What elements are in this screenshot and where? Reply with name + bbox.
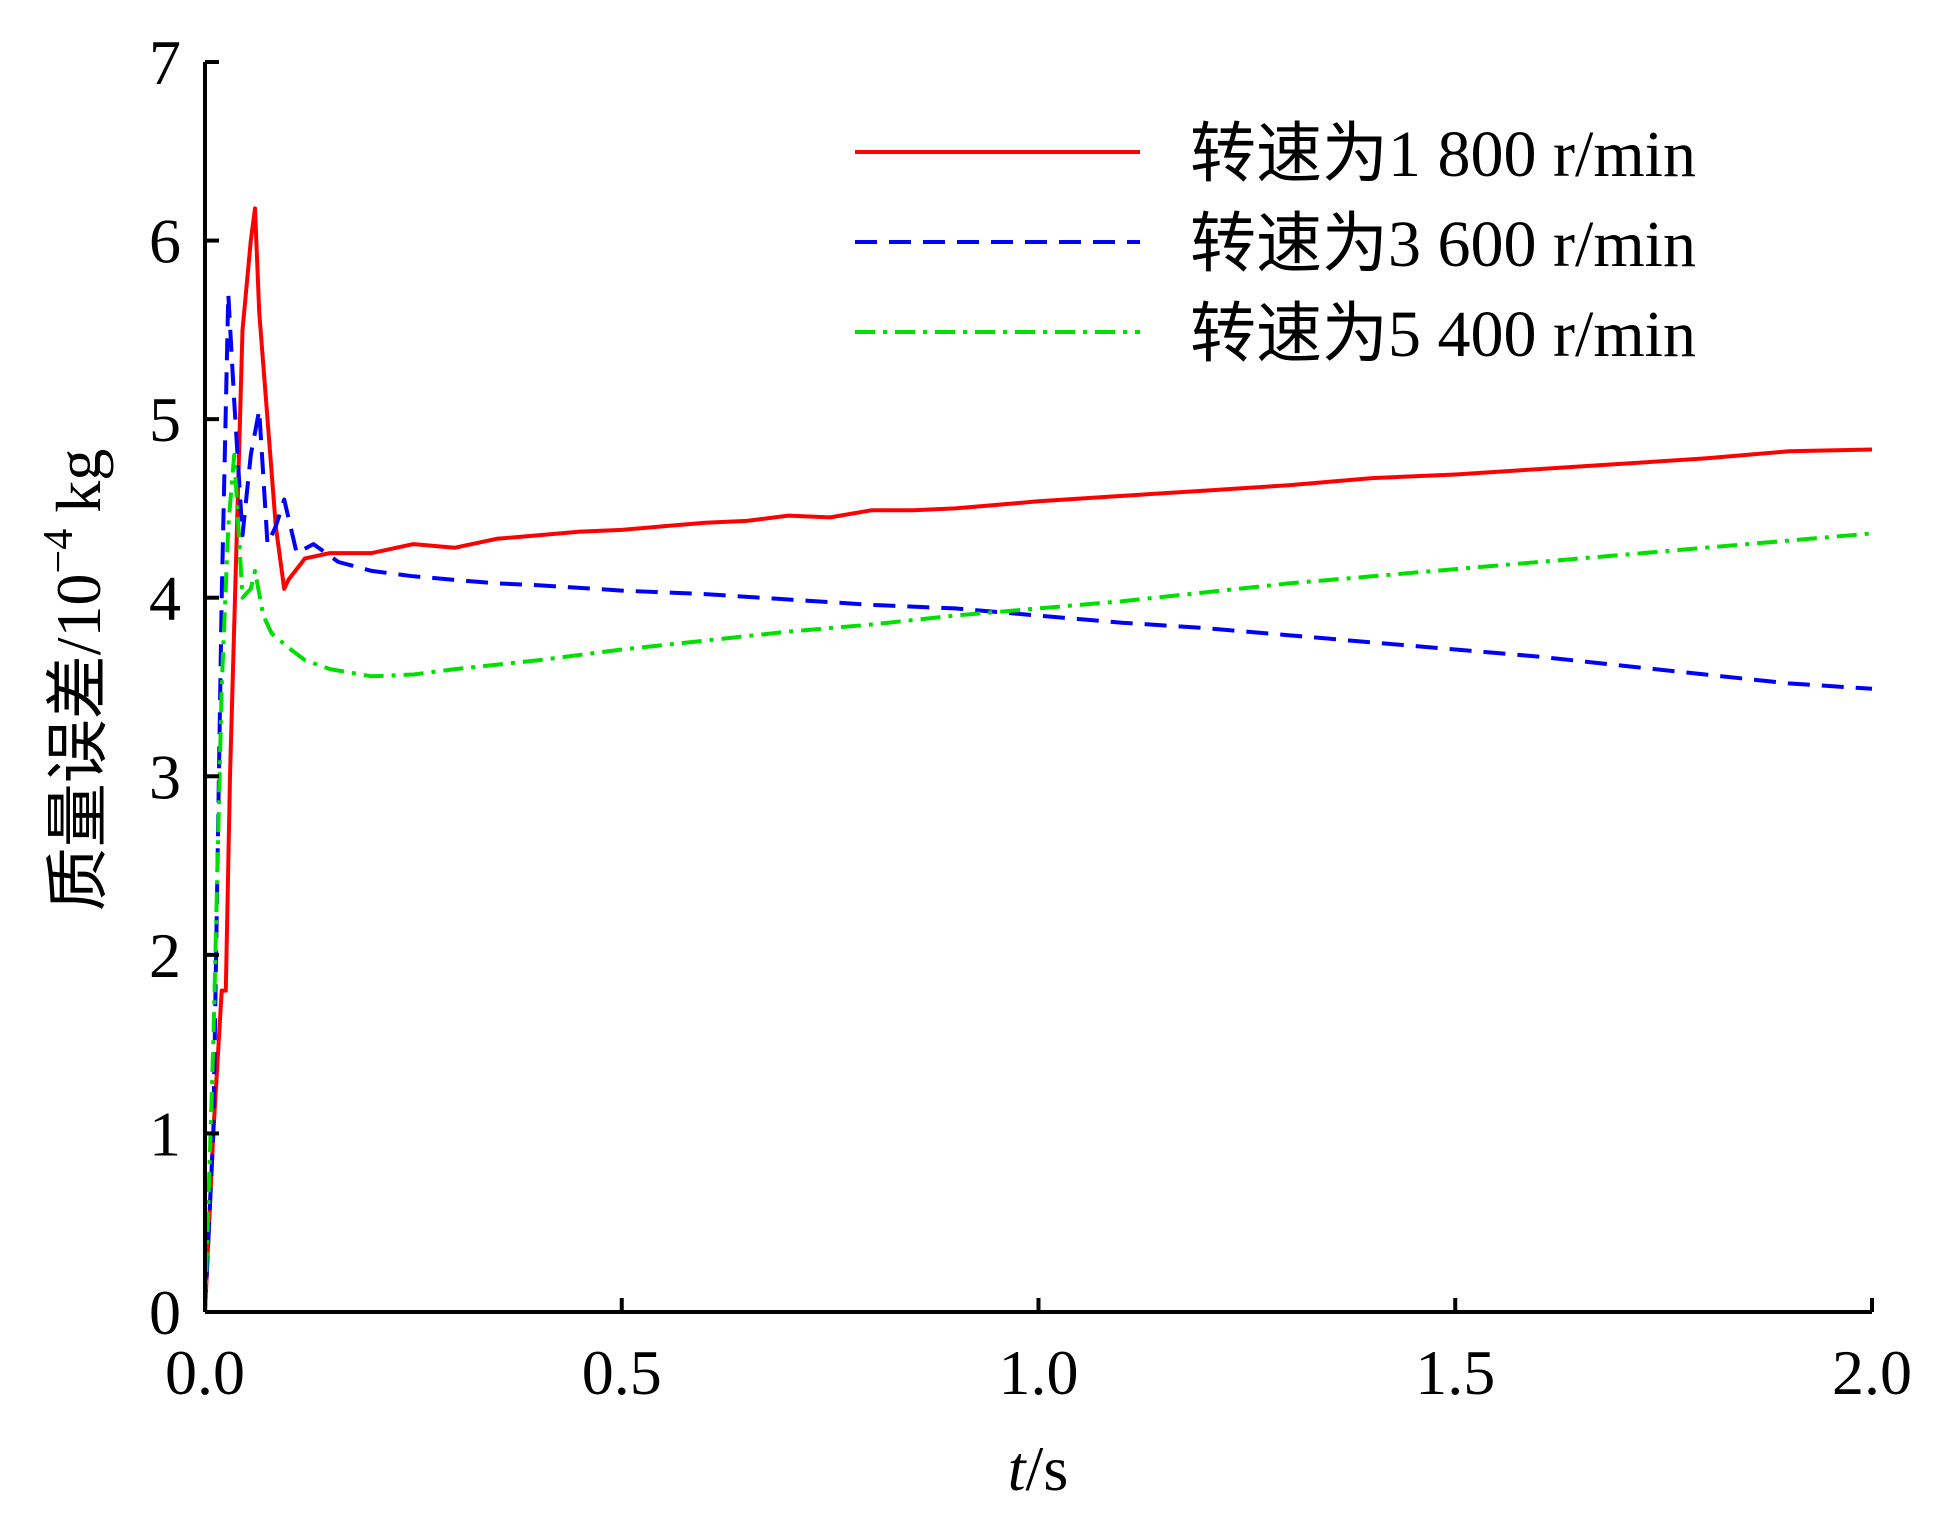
ticks-layer: 0.0 0.5 1.0 1.5 2.0 0 1 2 3 4 5 6 7 <box>149 27 1912 1408</box>
x-tick-label: 0.0 <box>165 1337 245 1408</box>
x-tick-label: 1.0 <box>999 1337 1079 1408</box>
legend: 转速为1 800 r/min 转速为3 600 r/min 转速为5 400 r/m… <box>855 118 1696 371</box>
x-tick-label: 0.5 <box>582 1337 662 1408</box>
legend-label-1: 转速为1 800 r/min <box>1190 118 1696 191</box>
y-tick-label: 5 <box>149 384 181 455</box>
y-tick-label: 0 <box>149 1277 181 1348</box>
y-axis-title: 质量误差/10−4 kg <box>36 449 114 911</box>
series-line-1 <box>203 206 1873 1313</box>
x-tick-label: 2.0 <box>1832 1337 1912 1408</box>
y-tick-label: 6 <box>149 206 181 277</box>
y-tick-label: 4 <box>149 563 181 634</box>
series-line-2 <box>203 292 1873 1313</box>
y-tick-label: 1 <box>149 1098 181 1169</box>
x-axis-title: t/s <box>1008 1433 1068 1504</box>
y-tick-label: 7 <box>149 27 181 98</box>
x-tick-label: 1.5 <box>1415 1337 1495 1408</box>
legend-label-3: 转速为5 400 r/min <box>1190 298 1696 371</box>
series-line-3 <box>203 452 1873 1313</box>
series-layer <box>203 206 1873 1313</box>
legend-label-2: 转速为3 600 r/min <box>1190 208 1696 281</box>
y-tick-label: 3 <box>149 741 181 812</box>
y-tick-label: 2 <box>149 920 181 991</box>
